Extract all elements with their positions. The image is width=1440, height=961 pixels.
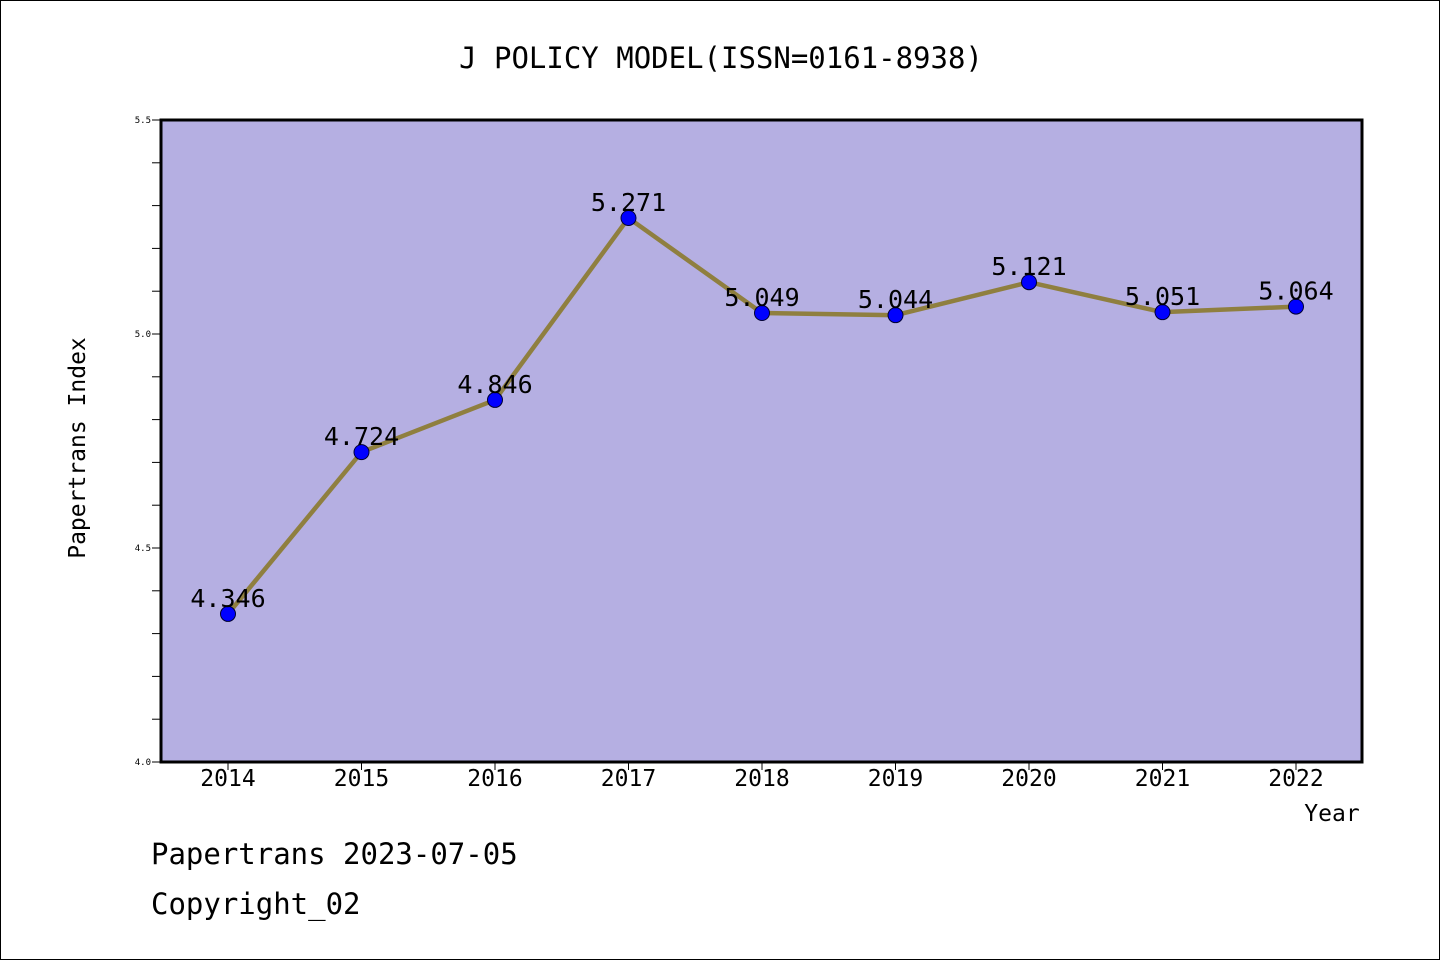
x-axis-ticks: 2014 2015 2016 2017 2018 2019 2020 2021 2022 <box>200 762 1324 792</box>
data-label: 4.846 <box>457 370 532 399</box>
footer-date: Papertrans 2023-07-05 <box>151 837 518 871</box>
x-tick-label: 2018 <box>734 766 789 792</box>
data-point <box>220 605 236 622</box>
data-label: 5.271 <box>591 188 666 217</box>
data-label: 5.044 <box>858 285 933 314</box>
y-tick-label: 5.0 <box>135 330 151 340</box>
data-label: 4.346 <box>190 584 265 613</box>
y-axis-ticks: 4.0 4.5 5.0 5.5 <box>135 116 161 768</box>
data-label: 5.049 <box>724 283 799 312</box>
data-label: 5.064 <box>1258 277 1333 306</box>
x-tick-label: 2017 <box>601 766 656 792</box>
data-point <box>887 307 904 324</box>
y-tick-label: 4.5 <box>135 544 151 554</box>
series-layer: 4.346 4.724 4.846 5.271 5.049 5.044 5.121 5.051… <box>190 188 1334 622</box>
footer-copyright: Copyright_02 <box>151 887 361 922</box>
data-label: 5.051 <box>1125 282 1200 311</box>
data-label: 5.121 <box>991 252 1066 281</box>
x-tick-label: 2019 <box>868 766 923 792</box>
x-tick-label: 2020 <box>1001 766 1056 792</box>
chart-title: J POLICY MODEL(ISSN=0161-8938) <box>459 41 983 75</box>
data-point <box>353 444 370 461</box>
y-tick-label: 5.5 <box>135 116 151 126</box>
x-tick-label: 2021 <box>1135 766 1190 792</box>
x-tick-label: 2016 <box>467 766 522 792</box>
x-tick-label: 2014 <box>200 766 255 792</box>
plot-border <box>159 118 1364 764</box>
plot-area <box>161 120 1362 762</box>
data-point <box>1288 298 1304 315</box>
data-point <box>487 391 503 408</box>
x-tick-label: 2015 <box>334 766 389 792</box>
x-axis-label: Year <box>1304 801 1359 827</box>
y-axis-label: Papertrans Index <box>65 337 91 559</box>
y-tick-label: 4.0 <box>135 758 151 768</box>
x-tick-label: 2022 <box>1268 766 1323 792</box>
data-point <box>1154 304 1171 321</box>
data-point <box>1021 274 1037 291</box>
data-label: 4.724 <box>324 422 399 451</box>
data-point <box>620 210 637 227</box>
data-point <box>754 305 770 322</box>
